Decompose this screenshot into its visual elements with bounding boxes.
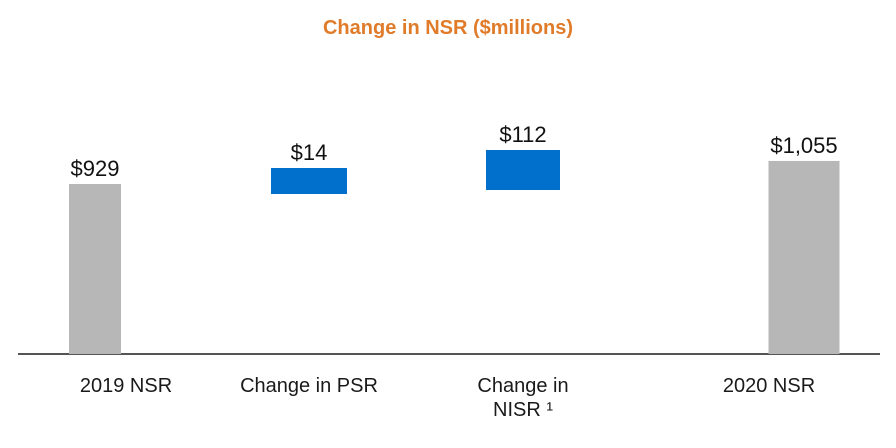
category-label-4: 2020 NSR [722,375,816,397]
category-label-2: Change in PSR [240,375,378,397]
bar-3 [486,150,560,190]
category-label-1: 2019 NSR [79,375,173,397]
bar-1 [69,184,121,354]
value-label-4: $1,055 [770,133,837,158]
value-label-1: $929 [71,156,120,181]
value-label-2: $14 [291,140,328,165]
bar-4 [768,160,840,354]
category-label-3: Change in NISR ¹ [477,375,569,421]
value-label-3: $112 [499,122,546,147]
bar-2 [271,168,347,194]
chart-title: Change in NSR ($millions) [322,17,574,39]
